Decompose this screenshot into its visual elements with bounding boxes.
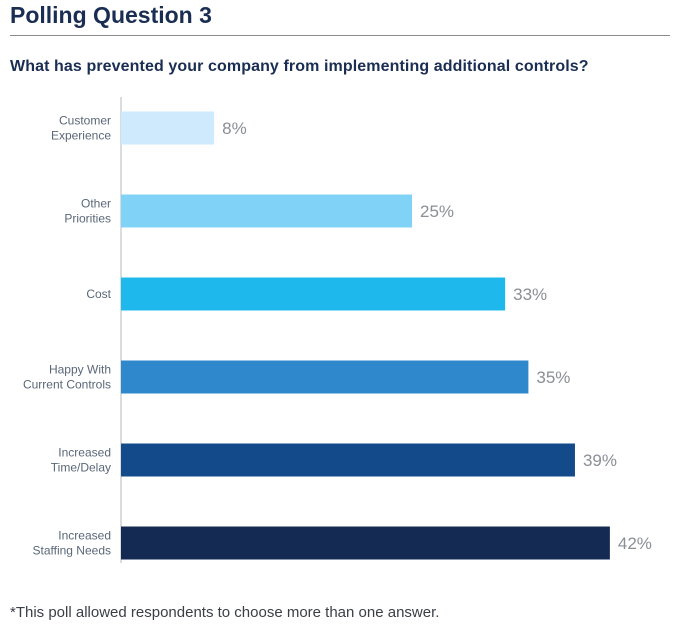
bar-0 bbox=[121, 111, 215, 145]
category-label-line: Experience bbox=[51, 129, 111, 143]
category-label-4: Increased Time/Delay bbox=[51, 446, 111, 475]
bar-1 bbox=[121, 194, 412, 228]
value-label-1: 25% bbox=[420, 202, 454, 221]
value-label-5: 42% bbox=[618, 534, 652, 553]
footnote: *This poll allowed respondents to choose… bbox=[10, 604, 440, 621]
category-label-line: Customer bbox=[59, 114, 111, 128]
value-label-4: 39% bbox=[583, 451, 617, 470]
category-label-line: Staffing Needs bbox=[33, 544, 112, 558]
category-label-line: Increased bbox=[58, 446, 111, 460]
chart-title: What has prevented your company from imp… bbox=[10, 58, 589, 75]
category-label-0: Customer Experience bbox=[51, 114, 111, 143]
category-label-3: Happy With Current Controls bbox=[23, 363, 111, 392]
category-label-line: Priorities bbox=[64, 212, 111, 226]
bar-2 bbox=[121, 277, 506, 311]
category-label-line: Current Controls bbox=[23, 378, 111, 392]
bar-4 bbox=[121, 443, 575, 477]
category-label-line: Increased bbox=[58, 529, 111, 543]
title-divider bbox=[10, 35, 670, 36]
value-label-0: 8% bbox=[222, 119, 247, 138]
value-label-2: 33% bbox=[513, 285, 547, 304]
category-label-line: Other bbox=[81, 197, 111, 211]
value-label-3: 35% bbox=[536, 368, 570, 387]
bar-3 bbox=[121, 360, 529, 394]
category-label-line: Time/Delay bbox=[51, 461, 111, 475]
bar-5 bbox=[121, 526, 610, 560]
category-label-line: Cost bbox=[86, 287, 111, 301]
page-title: Polling Question 3 bbox=[10, 2, 212, 28]
category-label-2: Cost bbox=[86, 287, 111, 301]
category-label-1: Other Priorities bbox=[64, 197, 111, 226]
category-label-5: Increased Staffing Needs bbox=[33, 529, 112, 558]
category-label-line: Happy With bbox=[49, 363, 111, 377]
